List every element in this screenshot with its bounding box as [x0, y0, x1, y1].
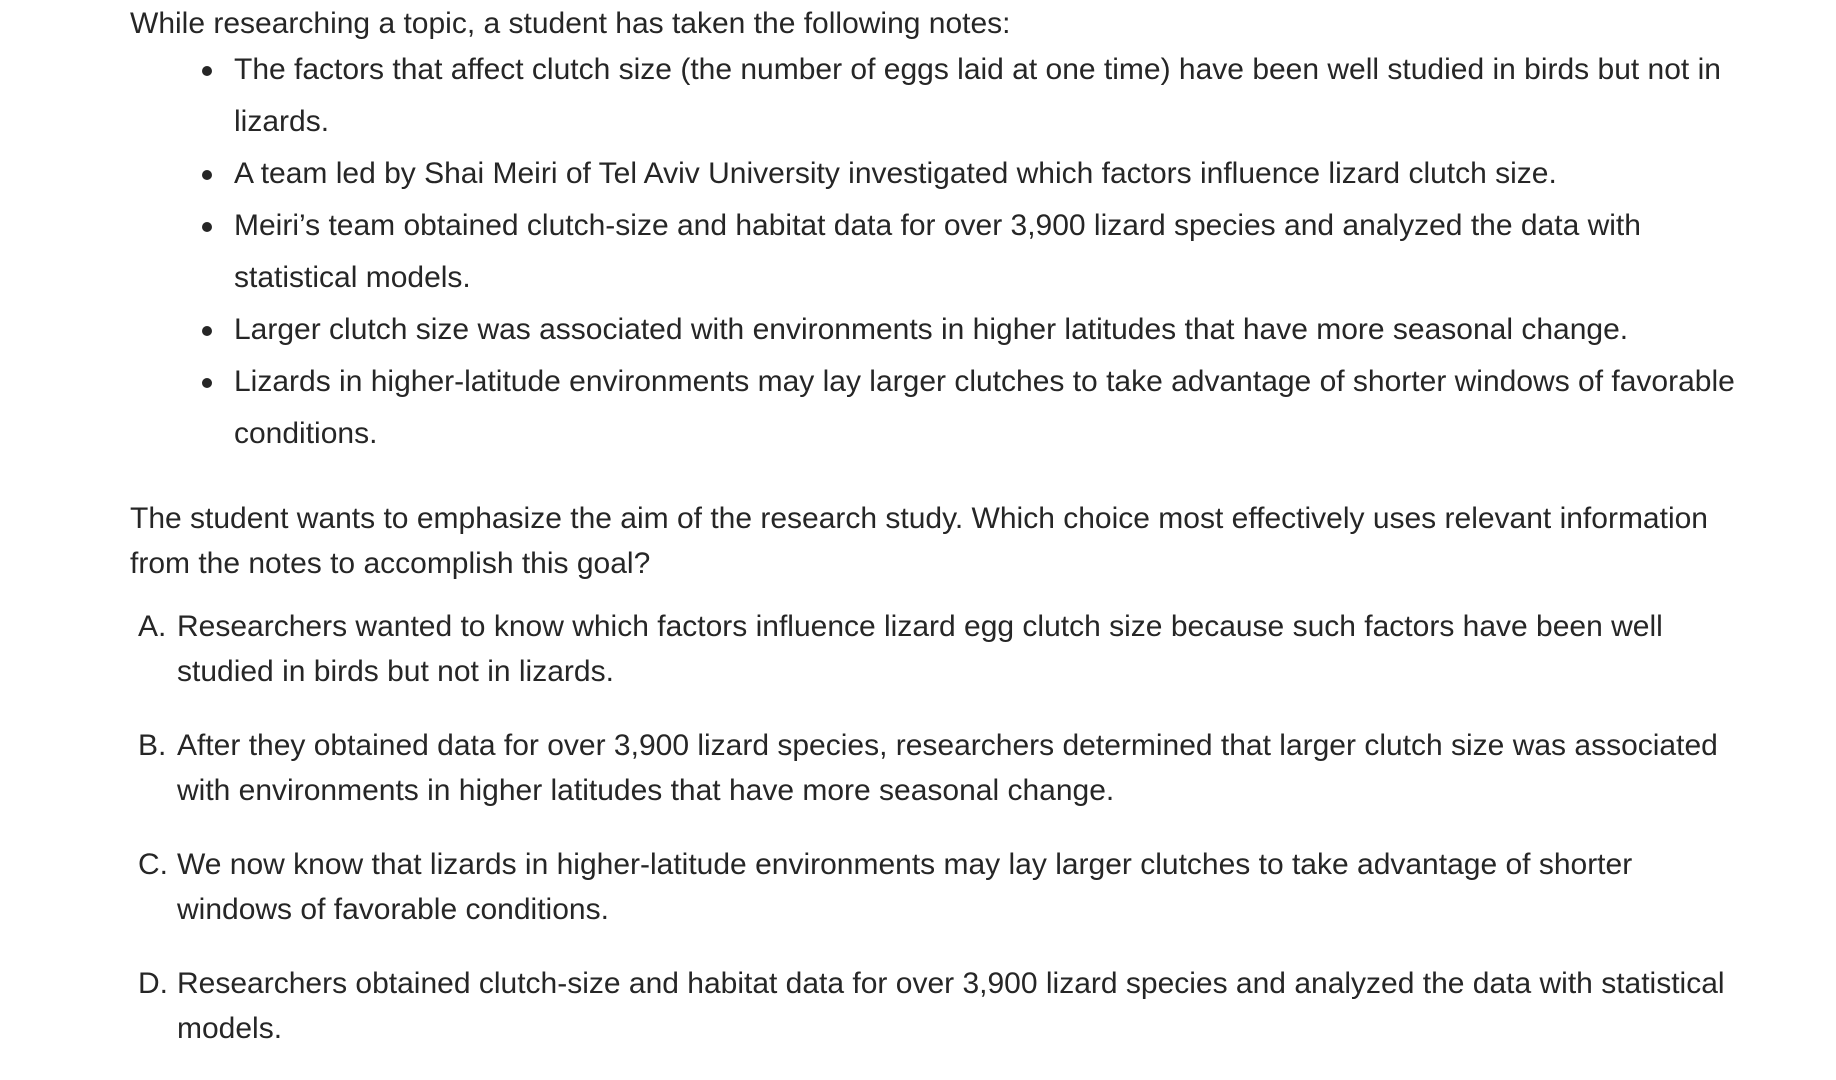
bullet-icon: [202, 66, 212, 76]
choice-text: After they obtained data for over 3,900 …: [177, 729, 1718, 807]
bullet-icon: [202, 222, 212, 232]
bullet-icon: [202, 170, 212, 180]
note-item: The factors that affect clutch size (the…: [130, 44, 1750, 148]
note-text: A team led by Shai Meiri of Tel Aviv Uni…: [234, 157, 1557, 190]
answer-choice-b[interactable]: B. After they obtained data for over 3,9…: [130, 723, 1750, 813]
answer-choice-c[interactable]: C. We now know that lizards in higher-la…: [130, 842, 1750, 932]
note-text: Larger clutch size was associated with e…: [234, 313, 1629, 346]
question-content: While researching a topic, a student has…: [130, 0, 1750, 1080]
note-text: Lizards in higher-latitude environments …: [234, 365, 1735, 450]
choice-letter: B.: [138, 729, 167, 762]
choice-text: Researchers wanted to know which factors…: [177, 610, 1663, 688]
choice-text: Researchers obtained clutch-size and hab…: [177, 967, 1725, 1045]
answer-choice-d[interactable]: D. Researchers obtained clutch-size and …: [130, 961, 1750, 1051]
question-prompt: The student wants to emphasize the aim o…: [130, 502, 1708, 580]
choice-letter: C.: [138, 848, 168, 881]
note-item: Meiri’s team obtained clutch-size and ha…: [130, 200, 1750, 304]
notes-list: The factors that affect clutch size (the…: [130, 44, 1750, 460]
note-item: A team led by Shai Meiri of Tel Aviv Uni…: [130, 148, 1750, 200]
note-item: Lizards in higher-latitude environments …: [130, 356, 1750, 460]
bullet-icon: [202, 378, 212, 388]
note-text: Meiri’s team obtained clutch-size and ha…: [234, 209, 1641, 294]
intro-text: While researching a topic, a student has…: [130, 7, 1011, 40]
choice-text: We now know that lizards in higher-latit…: [177, 848, 1633, 926]
answer-choice-a[interactable]: A. Researchers wanted to know which fact…: [130, 604, 1750, 694]
bullet-icon: [202, 326, 212, 336]
note-text: The factors that affect clutch size (the…: [234, 53, 1721, 138]
choice-letter: D.: [138, 967, 168, 1000]
answer-choices: A. Researchers wanted to know which fact…: [130, 604, 1750, 1051]
note-item: Larger clutch size was associated with e…: [130, 304, 1750, 356]
choice-letter: A.: [138, 610, 167, 643]
